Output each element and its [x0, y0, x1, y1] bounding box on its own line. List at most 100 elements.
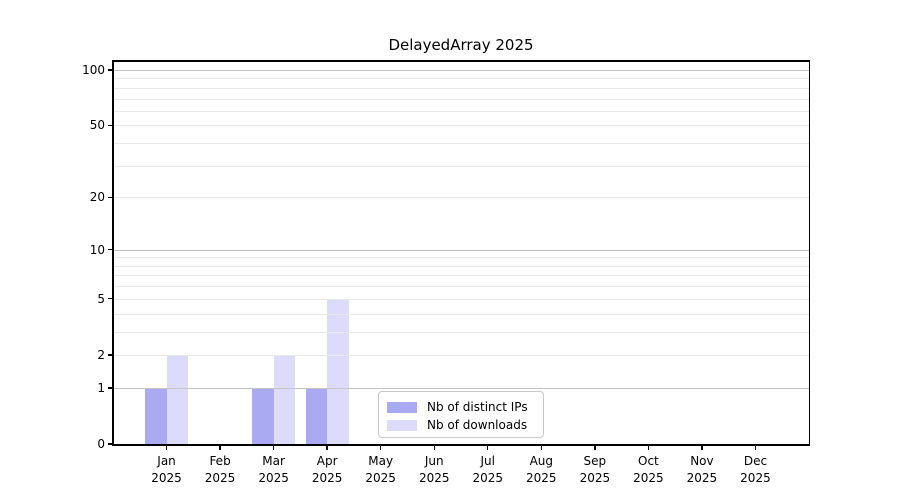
y-tick-label-5: 5 — [97, 291, 105, 306]
gridline-major-1 — [113, 387, 809, 389]
y-tick-label-20: 20 — [89, 190, 105, 205]
axis-spine-right — [808, 60, 810, 444]
bar-distinct-ips-mar — [252, 387, 274, 444]
x-tick-label-aug: Aug 2025 — [506, 453, 576, 486]
gridline-minor-80 — [113, 87, 809, 89]
x-tick-aug — [540, 445, 542, 450]
bar-distinct-ips-jan — [145, 387, 167, 444]
bar-distinct-ips-apr — [305, 387, 328, 444]
x-tick-label-year: 2025 — [633, 470, 664, 485]
bar-downloads-jan — [166, 354, 189, 444]
x-tick-label-month: Mar — [262, 454, 285, 468]
legend: Nb of distinct IPs Nb of downloads — [378, 391, 544, 438]
legend-label-distinct-ips: Nb of distinct IPs — [427, 400, 528, 414]
gridline-minor-50 — [113, 125, 809, 127]
y-tick-20 — [108, 196, 113, 198]
gridline-minor-2 — [113, 354, 809, 356]
grid-layer — [113, 61, 809, 444]
x-tick-mar — [272, 445, 275, 450]
gridline-minor-7 — [113, 275, 809, 277]
x-tick-label-year: 2025 — [204, 470, 236, 485]
x-tick-label-nov: Nov 2025 — [667, 453, 737, 486]
x-tick-label-month: Jun — [424, 454, 444, 468]
gridline-minor-6 — [113, 286, 809, 288]
x-tick-label-month: Nov — [690, 454, 714, 468]
y-tick-0 — [108, 443, 113, 445]
gridline-minor-5 — [113, 298, 809, 300]
legend-swatch-downloads — [387, 419, 417, 431]
gridline-minor-8 — [113, 265, 809, 267]
x-tick-sep — [594, 445, 596, 450]
legend-entry-distinct-ips: Nb of distinct IPs — [387, 398, 535, 416]
x-tick-label-year: 2025 — [579, 470, 611, 485]
x-tick-jan — [165, 445, 168, 450]
x-tick-label-month: May — [368, 454, 394, 468]
x-tick-label-jan: Jan 2025 — [132, 453, 202, 486]
x-tick-label-year: 2025 — [686, 470, 718, 485]
axis-spine-left — [112, 60, 114, 444]
bar-downloads-apr — [327, 298, 349, 444]
x-tick-jun — [433, 445, 435, 450]
gridline-minor-4 — [113, 313, 809, 315]
gridline-minor-90 — [113, 78, 809, 80]
x-tick-apr — [326, 445, 328, 450]
y-tick-50 — [108, 124, 113, 127]
x-tick-label-year: 2025 — [526, 470, 557, 485]
x-tick-label-sep: Sep 2025 — [560, 453, 630, 486]
x-tick-label-month: Aug — [529, 454, 554, 468]
gridline-minor-30 — [113, 165, 809, 167]
legend-entry-downloads: Nb of downloads — [387, 416, 535, 434]
x-tick-dec — [754, 445, 757, 450]
gridline-minor-20 — [113, 197, 809, 199]
x-tick-jul — [487, 445, 489, 450]
x-tick-label-month: Apr — [316, 454, 338, 468]
x-tick-label-year: 2025 — [151, 470, 182, 485]
x-tick-label-year: 2025 — [365, 470, 396, 485]
x-tick-label-jul: Jul 2025 — [453, 453, 523, 486]
y-tick-label-50: 50 — [89, 118, 105, 133]
x-tick-label-year: 2025 — [740, 470, 771, 485]
y-tick-1 — [108, 387, 113, 389]
x-tick-label-oct: Oct 2025 — [613, 453, 683, 486]
y-tick-label-2: 2 — [97, 347, 105, 362]
x-tick-label-jun: Jun 2025 — [399, 453, 469, 486]
y-tick-label-0: 0 — [97, 437, 105, 451]
y-tick-10 — [108, 248, 113, 251]
x-tick-oct — [647, 445, 650, 450]
x-tick-label-year: 2025 — [472, 470, 504, 485]
x-tick-label-year: 2025 — [258, 470, 289, 485]
x-tick-label-month: Sep — [583, 454, 607, 468]
x-tick-label-month: Oct — [638, 454, 659, 468]
gridline-major-100 — [113, 70, 809, 71]
y-tick-label-1: 1 — [97, 380, 105, 395]
x-tick-label-month: Dec — [743, 454, 768, 468]
x-tick-label-feb: Feb 2025 — [185, 453, 255, 486]
bar-downloads-mar — [273, 354, 296, 444]
plot-area — [113, 61, 809, 444]
axis-spine-top — [112, 60, 810, 62]
chart-title: DelayedArray 2025 — [388, 36, 534, 54]
x-tick-may — [379, 445, 382, 450]
legend-swatch-distinct-ips — [387, 401, 417, 413]
x-tick-label-year: 2025 — [418, 470, 450, 485]
y-tick-label-10: 10 — [89, 242, 105, 257]
x-tick-label-year: 2025 — [311, 470, 343, 485]
legend-label-downloads: Nb of downloads — [427, 418, 528, 432]
x-tick-label-month: Jan — [157, 454, 176, 468]
axis-spine-bottom — [112, 444, 810, 446]
x-tick-label-month: Feb — [209, 454, 231, 468]
y-tick-100 — [108, 69, 113, 71]
gridline-minor-9 — [113, 257, 809, 259]
y-tick-2 — [108, 354, 113, 356]
y-tick-5 — [108, 298, 113, 300]
gridline-minor-40 — [113, 143, 809, 145]
y-tick-label-100: 100 — [82, 63, 105, 77]
x-tick-label-may: May 2025 — [346, 453, 416, 486]
x-tick-label-apr: Apr 2025 — [292, 453, 362, 486]
x-tick-nov — [701, 445, 703, 450]
gridline-minor-3 — [113, 331, 809, 333]
gridline-minor-60 — [113, 110, 809, 112]
x-tick-feb — [219, 445, 221, 450]
x-tick-label-month: Jul — [480, 454, 495, 468]
